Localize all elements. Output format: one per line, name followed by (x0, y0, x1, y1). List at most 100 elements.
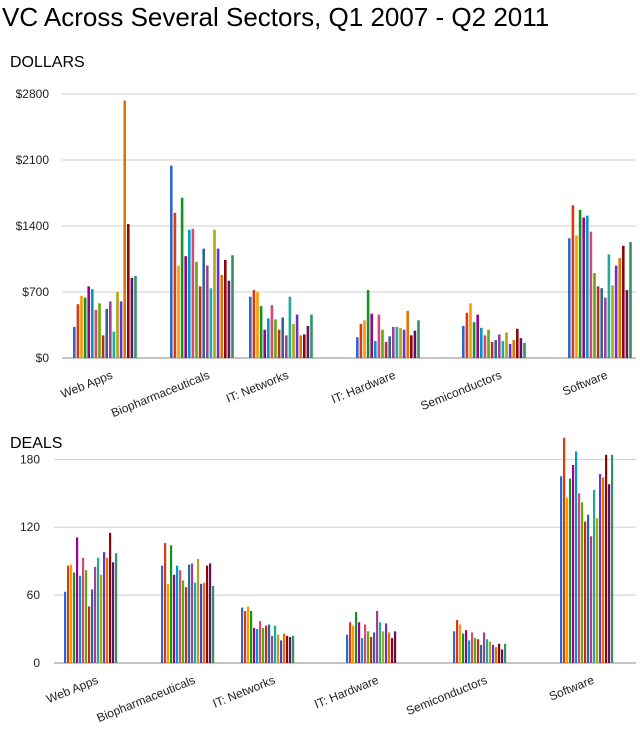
deals-bar (593, 489, 596, 663)
dollars-category-label: IT: Networks (224, 368, 290, 406)
dollars-bar (413, 330, 417, 358)
deals-bar (608, 484, 611, 663)
deals-bar (188, 564, 191, 663)
deals-bar (179, 570, 182, 663)
deals-bar (85, 570, 88, 663)
dollars-bar (270, 305, 274, 358)
dollars-bar (91, 289, 94, 358)
dollars-bar (292, 324, 295, 358)
dollars-bar (614, 265, 618, 358)
dollars-bar (127, 224, 130, 358)
dollars-bar (227, 280, 231, 358)
deals-bar (364, 624, 367, 663)
deals-bar (474, 638, 477, 663)
dollars-bar (206, 265, 209, 358)
deals-bar (241, 607, 244, 663)
deals-bar (103, 552, 106, 663)
deals-bar (349, 622, 352, 663)
dollars-bar (256, 292, 259, 358)
dollars-category-label: Software (560, 368, 609, 399)
dollars-bar (202, 248, 205, 358)
dollars-category-label: Semiconductors (418, 368, 503, 413)
deals-bar (70, 564, 73, 663)
dollars-panel-title: DOLLARS (10, 54, 85, 71)
dollars-category-label: Biopharmaceuticals (109, 368, 211, 420)
dollars-bar (224, 259, 227, 358)
dollars-bar (76, 304, 80, 358)
deals-bar (602, 477, 605, 663)
dollars-bar (80, 295, 83, 358)
dollars-bar (586, 215, 589, 358)
deals-bar (575, 451, 578, 663)
deals-bar (91, 589, 94, 663)
dollars-bar (578, 209, 582, 358)
chart-title: VC Across Several Sectors, Q1 2007 - Q2 … (2, 2, 550, 32)
deals-bar (203, 582, 206, 663)
dollars-y-tick-label: $1400 (16, 219, 50, 233)
dollars-bar (618, 258, 621, 358)
deals-bar (182, 580, 185, 663)
deals-bar (391, 638, 394, 663)
dollars-bar (600, 288, 603, 358)
deals-bar (88, 606, 91, 663)
dollars-bar (498, 334, 501, 358)
dollars-bar (381, 329, 384, 358)
dollars-bar (285, 335, 288, 358)
deals-bar (112, 562, 115, 663)
dollars-bar (384, 341, 388, 358)
dollars-bar (582, 217, 585, 358)
dollars-bar (87, 286, 90, 358)
deals-y-tick-label: 120 (20, 520, 40, 534)
dollars-bar (119, 301, 123, 358)
dollars-bar (596, 286, 600, 358)
dollars-bar (263, 329, 266, 358)
dollars-bar (220, 275, 223, 358)
deals-bar (486, 639, 489, 663)
dollars-category-label: IT: Hardware (329, 368, 398, 407)
dollars-y-tick-label: $2100 (16, 153, 50, 167)
dollars-bar (571, 205, 575, 358)
dollars-bar (94, 309, 98, 358)
deals-y-tick-label: 60 (27, 588, 41, 602)
dollars-bar (523, 342, 526, 358)
deals-bar (274, 625, 277, 663)
dollars-bar (399, 327, 402, 358)
deals-bar (501, 649, 504, 663)
deals-bar (355, 612, 358, 663)
deals-bar (587, 514, 590, 663)
deals-bar (79, 575, 82, 663)
dollars-bar (472, 322, 476, 358)
dollars-bar-chart: $0 $700 $1400 $2100 $2800 Web AppsBiopharmace… (16, 87, 636, 420)
deals-bar (504, 643, 507, 663)
deals-bar (581, 502, 584, 663)
deals-bar (209, 563, 212, 663)
deals-bar (167, 583, 170, 663)
deals-bar (277, 634, 280, 663)
deals-bar (256, 629, 259, 663)
dollars-bar (374, 341, 377, 358)
deals-bar (358, 622, 361, 663)
deals-bar (283, 633, 286, 663)
deals-bar (471, 632, 474, 663)
deals-bar (106, 557, 109, 663)
deals-bar (492, 644, 495, 663)
deals-bar (97, 557, 100, 663)
dollars-bar (73, 326, 76, 358)
dollars-bar (252, 290, 256, 358)
deals-bar (280, 640, 283, 663)
deals-bar (94, 566, 97, 663)
deals-bar (191, 563, 194, 663)
deals-bar (73, 572, 76, 663)
deals-bar (262, 627, 265, 663)
deals-bar (212, 586, 215, 663)
dollars-bar (469, 303, 472, 358)
dollars-bar (494, 340, 497, 358)
dollars-bar (480, 327, 483, 358)
dollars-bar (101, 335, 105, 358)
deals-bar (253, 627, 256, 663)
deals-bar (361, 638, 364, 663)
dollars-bar (490, 341, 494, 358)
dollars-bar (116, 292, 119, 358)
deals-bar (100, 574, 103, 663)
deals-category-label: IT: Networks (211, 673, 277, 711)
